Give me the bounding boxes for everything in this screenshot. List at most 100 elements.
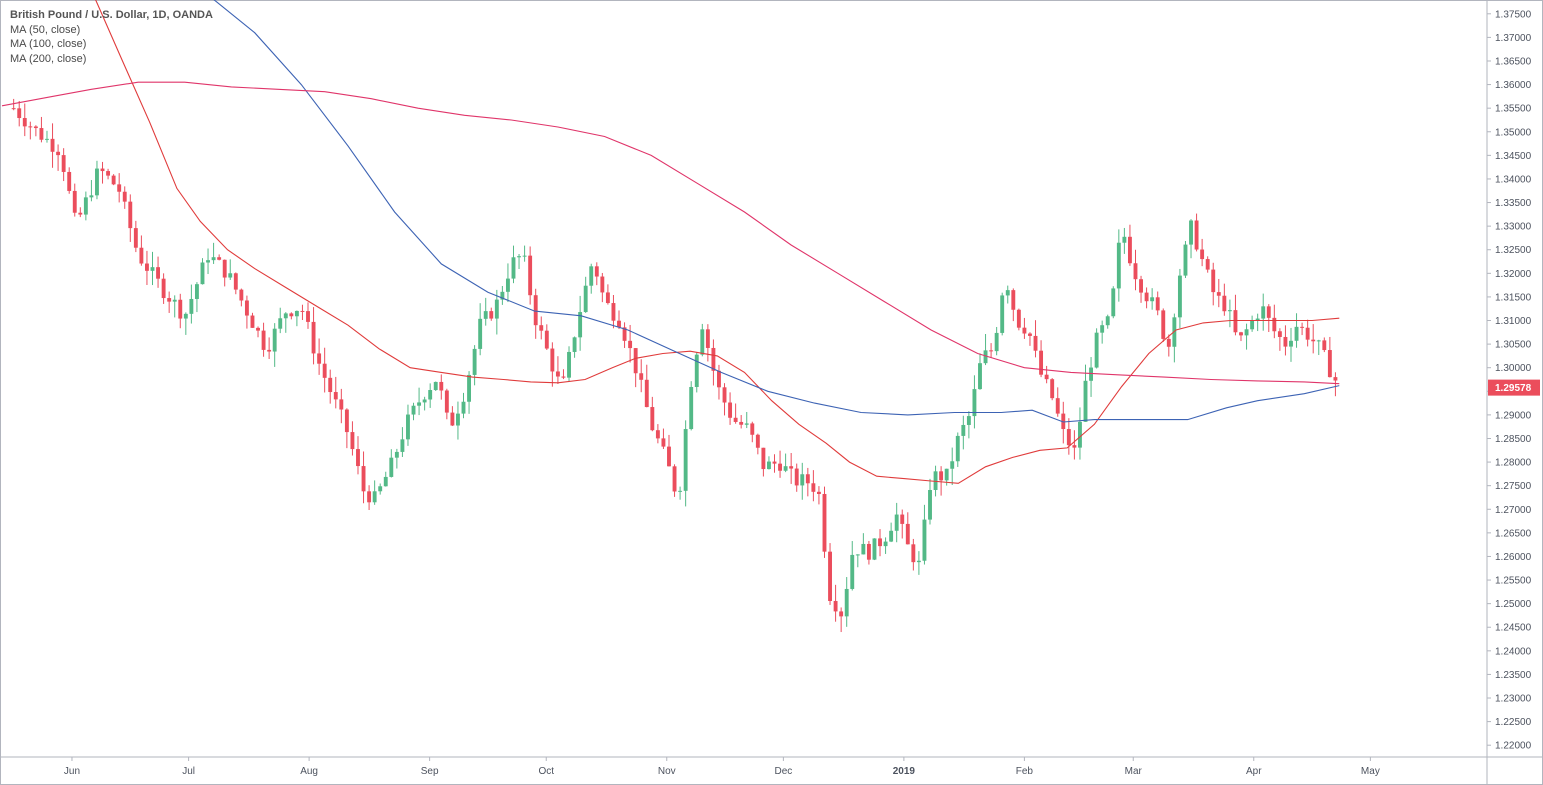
candle-body bbox=[228, 273, 233, 278]
time-tick-label: Nov bbox=[658, 766, 676, 777]
candle-body bbox=[494, 299, 499, 319]
price-tick-label: 1.32000 bbox=[1495, 269, 1532, 280]
last-price-tag: 1.29578 bbox=[1488, 379, 1540, 396]
candle-body bbox=[294, 310, 299, 317]
candle-body bbox=[572, 337, 577, 352]
price-tick-label: 1.37500 bbox=[1495, 9, 1532, 20]
candle-body bbox=[1194, 220, 1199, 250]
candle-body bbox=[672, 466, 677, 492]
price-tick-label: 1.28000 bbox=[1495, 458, 1532, 469]
candle-body bbox=[45, 138, 49, 140]
candle-body bbox=[1300, 326, 1305, 328]
price-tick-label: 1.30000 bbox=[1495, 363, 1532, 374]
candle-body bbox=[306, 311, 310, 322]
candle-body bbox=[122, 191, 127, 202]
candle-body bbox=[17, 108, 22, 119]
candle-body bbox=[1016, 309, 1021, 328]
candle-body bbox=[1072, 445, 1077, 448]
candle-body bbox=[500, 291, 505, 300]
candle-body bbox=[28, 126, 33, 128]
candle-body bbox=[878, 538, 882, 547]
candle-body bbox=[1244, 329, 1249, 336]
candle-body bbox=[794, 468, 799, 486]
price-axis[interactable]: 1.37500 1.37000 1.36500 1.36000 1.35500 1.350… bbox=[1487, 9, 1532, 752]
candle-body bbox=[194, 284, 199, 299]
series-ma100-line bbox=[213, 0, 1340, 423]
series-ma50-line bbox=[95, 0, 1340, 484]
candle-body bbox=[1155, 297, 1160, 311]
price-tick-label: 1.30500 bbox=[1495, 340, 1532, 351]
symbol-title[interactable]: British Pound / U.S. Dollar, 1D, OANDA bbox=[10, 9, 213, 21]
candle-body bbox=[1127, 236, 1132, 264]
candle-body bbox=[322, 363, 327, 378]
candle-body bbox=[678, 490, 683, 492]
candle-body bbox=[72, 190, 77, 213]
candle-body bbox=[733, 417, 738, 422]
price-tick-label: 1.22000 bbox=[1495, 741, 1532, 752]
candle-body bbox=[639, 373, 644, 380]
candle-body bbox=[289, 313, 294, 317]
candle-body bbox=[761, 447, 766, 470]
candle-body bbox=[278, 318, 283, 329]
candle-body bbox=[950, 461, 955, 469]
candle-body bbox=[250, 315, 255, 328]
candle-body bbox=[33, 126, 38, 129]
candle-body bbox=[1066, 429, 1071, 446]
candle-body bbox=[1022, 327, 1027, 334]
candle-body bbox=[350, 432, 355, 450]
candle-body bbox=[994, 332, 999, 352]
candle-body bbox=[1044, 374, 1049, 380]
price-tick-label: 1.24500 bbox=[1495, 623, 1532, 634]
candle-body bbox=[866, 543, 871, 560]
price-tick-label: 1.35000 bbox=[1495, 127, 1532, 138]
candle-body bbox=[422, 399, 427, 403]
time-tick-label: Dec bbox=[774, 766, 792, 777]
candle-body bbox=[383, 476, 388, 487]
candle-body bbox=[705, 329, 710, 348]
legend-ma100[interactable]: MA (100, close) bbox=[10, 38, 87, 50]
candle-body bbox=[478, 318, 483, 349]
price-tick-label: 1.27000 bbox=[1495, 505, 1532, 516]
candle-body bbox=[822, 493, 827, 552]
candle-body bbox=[644, 379, 649, 408]
candle-body bbox=[156, 267, 160, 279]
legend-ma200[interactable]: MA (200, close) bbox=[10, 52, 87, 65]
candle-body bbox=[233, 273, 238, 290]
candle-body bbox=[172, 299, 177, 302]
candle-body bbox=[1183, 244, 1188, 276]
candle-body bbox=[505, 278, 510, 292]
time-axis[interactable]: Jun Jul Aug Sep Oct Nov Dec 2019 Feb Mar Apr May bbox=[64, 757, 1380, 777]
candle-body bbox=[1028, 333, 1032, 336]
candle-body bbox=[189, 298, 194, 314]
candle-body bbox=[661, 438, 666, 447]
candle-body bbox=[361, 466, 366, 492]
candle-body bbox=[517, 256, 521, 258]
candle-body bbox=[522, 255, 527, 257]
candle-body bbox=[805, 474, 810, 484]
candle-body bbox=[456, 413, 460, 426]
candle-body bbox=[1061, 413, 1066, 430]
candle-body bbox=[1116, 242, 1121, 289]
price-tick-label: 1.34500 bbox=[1495, 151, 1532, 162]
candle-body bbox=[1111, 288, 1116, 317]
candle-body bbox=[311, 321, 316, 354]
candle-body bbox=[889, 530, 894, 542]
candle-body bbox=[428, 390, 433, 400]
candle-body bbox=[933, 471, 938, 490]
legend-ma50[interactable]: MA (50, close) bbox=[10, 23, 81, 36]
candle-body bbox=[83, 197, 88, 215]
series-ma200-line bbox=[1, 81, 1340, 385]
candle-body bbox=[1055, 398, 1060, 414]
candle-body bbox=[883, 541, 888, 547]
candle-body bbox=[283, 313, 288, 319]
candle-body bbox=[728, 402, 733, 418]
candle-body bbox=[239, 289, 244, 301]
candle-body bbox=[767, 461, 771, 470]
price-tick-label: 1.23000 bbox=[1495, 694, 1532, 705]
candle-body bbox=[1294, 326, 1299, 341]
candle-body bbox=[1011, 290, 1016, 310]
price-tick-label: 1.25000 bbox=[1495, 599, 1532, 610]
